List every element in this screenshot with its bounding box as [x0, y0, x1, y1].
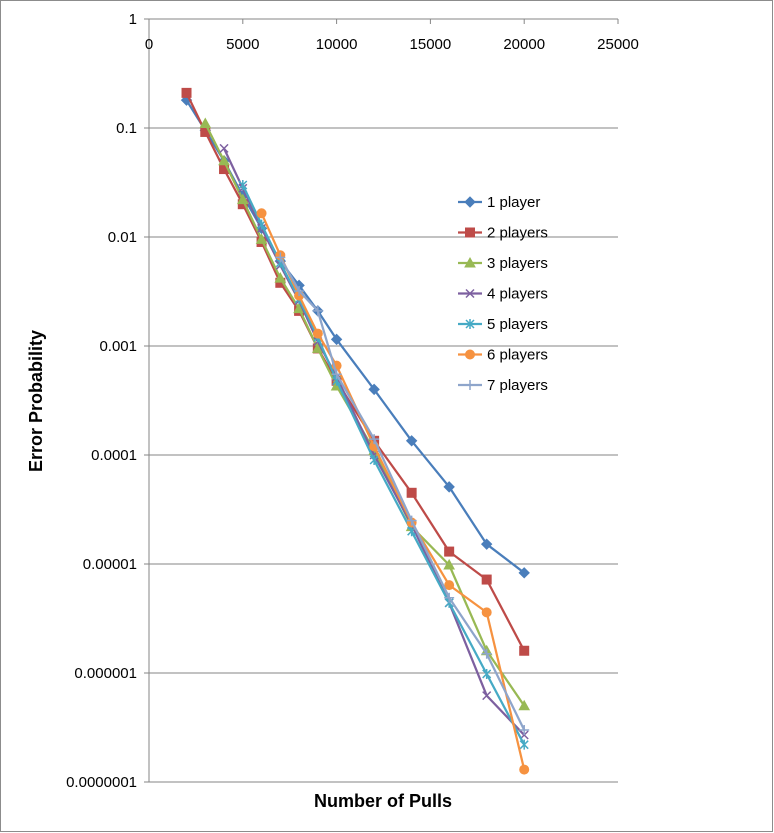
data-point	[256, 208, 267, 219]
series-layer	[180, 87, 531, 775]
legend-entry: 3 players	[458, 255, 548, 272]
legend-label: 2 players	[487, 225, 548, 242]
data-point	[330, 333, 343, 346]
legend-entry: 1 player	[458, 194, 540, 211]
x-tick-label: 5000	[226, 36, 259, 53]
data-point	[519, 739, 529, 750]
data-point	[444, 592, 455, 603]
data-point	[519, 764, 530, 775]
y-tick-label: 0.000001	[74, 665, 137, 682]
x-tick-label: 10000	[316, 36, 358, 53]
data-point	[482, 668, 492, 679]
y-tick-label: 0.1	[116, 120, 137, 137]
data-point	[481, 607, 492, 618]
data-point	[238, 179, 248, 190]
data-point	[519, 724, 530, 735]
legend-entry: 5 players	[458, 316, 548, 333]
y-axis-title: Error Probability	[26, 330, 46, 472]
data-point	[518, 567, 530, 579]
x-tick-label: 0	[145, 36, 153, 53]
data-point	[275, 252, 286, 263]
data-point	[443, 481, 455, 493]
data-point	[369, 434, 380, 445]
legend-marker	[465, 349, 475, 360]
data-point	[406, 515, 417, 526]
legend-entry: 7 players	[458, 377, 548, 394]
data-point	[274, 272, 287, 283]
legend-label: 3 players	[487, 255, 548, 272]
y-tick-label: 0.001	[99, 338, 137, 355]
legend-entry: 6 players	[458, 347, 548, 364]
data-point	[482, 691, 492, 701]
data-point	[443, 558, 456, 570]
data-point	[199, 117, 212, 128]
x-tick-label: 20000	[503, 36, 545, 53]
y-tick-label: 0.0000001	[66, 774, 137, 791]
legend-label: 7 players	[487, 377, 548, 394]
y-tick-label: 0.0001	[91, 447, 137, 464]
data-point	[331, 369, 342, 380]
data-point	[518, 699, 531, 711]
axes: 1 0.1 0.01 0.001 0.0001 0.00001 0.000001 0.0000…	[66, 11, 639, 791]
data-point	[369, 454, 379, 465]
legend-marker	[465, 319, 475, 329]
legend-entry: 4 players	[458, 286, 548, 303]
legend-marker	[464, 196, 476, 208]
legend-marker	[465, 227, 475, 238]
data-point	[236, 193, 249, 205]
x-axis-title: Number of Pulls	[314, 791, 452, 811]
legend-label: 6 players	[487, 347, 548, 364]
data-point	[255, 233, 268, 244]
legend-entry: 2 players	[458, 225, 548, 242]
series-7	[275, 252, 530, 735]
data-point	[519, 645, 530, 656]
data-point	[444, 546, 455, 557]
data-point	[181, 87, 192, 98]
data-point	[312, 305, 323, 316]
legend-label: 4 players	[487, 286, 548, 303]
legend-marker	[465, 288, 475, 299]
data-point	[405, 435, 418, 447]
data-point	[312, 328, 323, 339]
data-point	[368, 383, 380, 396]
data-point	[219, 143, 229, 153]
y-tick-label: 1	[129, 11, 137, 28]
legend-label: 1 player	[487, 194, 540, 211]
y-tick-label: 0.00001	[83, 556, 137, 573]
data-point	[481, 648, 492, 659]
legend-marker	[465, 380, 475, 390]
data-point	[294, 285, 305, 296]
legend-marker	[464, 256, 476, 268]
legend: 1 player 2 players 3 players 4 players 5 pla…	[458, 194, 548, 394]
data-point	[218, 154, 230, 166]
data-point	[444, 580, 455, 591]
legend-label: 5 players	[487, 316, 548, 333]
x-tick-label: 25000	[597, 36, 639, 53]
data-point	[481, 574, 492, 585]
y-tick-label: 0.01	[108, 229, 137, 246]
x-tick-label: 15000	[410, 36, 452, 53]
data-point	[480, 538, 493, 550]
data-point	[406, 487, 417, 498]
